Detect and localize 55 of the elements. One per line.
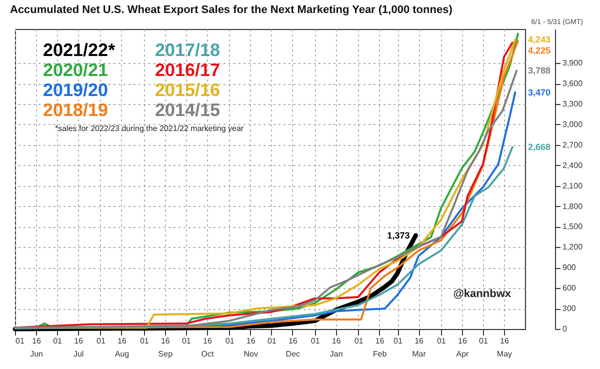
data-label: 3,470 — [528, 87, 551, 98]
data-label: 3,788 — [528, 66, 551, 76]
y-tick-label: 0 — [562, 324, 568, 334]
x-tick-label: 01 — [394, 336, 403, 346]
y-tick-label: 300 — [562, 304, 576, 314]
x-tick-label: 01 — [354, 336, 364, 346]
x-tick-label: 01 — [53, 336, 63, 346]
y-tick-label: 2,400 — [562, 160, 584, 170]
x-tick-label: 16 Oct — [201, 336, 214, 358]
x-tick-label: 16 Jul — [73, 336, 84, 358]
x-tick-label: 01 — [96, 336, 106, 346]
y-tick-label: 1,500 — [562, 222, 584, 232]
x-tick-label: 16 May — [496, 336, 512, 358]
chart-title: Accumulated Net U.S. Wheat Export Sales for the Next Marketing Year (1,000 tonnes) — [10, 4, 453, 16]
text: 2018/19 — [43, 100, 108, 120]
x-tick-label: 16 Jun — [30, 336, 43, 358]
y-tick-label: 2,700 — [562, 140, 584, 150]
x-tick-label: 01 — [182, 336, 192, 346]
x-tick-label: 16 Dec — [286, 336, 300, 358]
text: 2014/15 — [155, 100, 220, 120]
x-tick-label: 01 — [225, 336, 235, 346]
text: 2020/21 — [43, 60, 108, 80]
x-tick-label: 16 Mar — [412, 336, 426, 358]
y-tick-label: 3,000 — [562, 120, 584, 129]
y-tick-label: 3,900 — [562, 58, 584, 68]
text: 2016/17 — [155, 60, 220, 80]
annotation: *sales for 2022/23 during the 2021/22 marketing year — [55, 124, 244, 133]
text: 2017/18 — [155, 40, 220, 60]
x-tick-label: 16 Sep — [158, 336, 174, 358]
data-label: 4,225 — [528, 46, 551, 56]
x-tick-label: 16 Aug — [114, 336, 130, 358]
x-tick-label: 01 — [479, 336, 488, 346]
x-tick-label: 16 Nov — [244, 336, 258, 358]
x-tick-label: 16 Jan — [330, 336, 343, 358]
text: 2019/20 — [43, 80, 108, 100]
x-tick-label: 01 — [16, 336, 25, 346]
x-tick-label: 01 — [310, 336, 320, 346]
y-tick-label: 900 — [562, 263, 576, 272]
text: 2015/16 — [155, 80, 220, 100]
x-tick-label: 01 — [436, 336, 446, 346]
x-tick-label: 01 — [140, 336, 150, 346]
y-tick-label: 600 — [562, 284, 576, 293]
data-label: 2,668 — [528, 142, 551, 152]
annotation: @kannbwx — [453, 288, 512, 300]
x-tick-label: 01 — [267, 336, 277, 346]
data-label: 1,373 — [387, 230, 410, 240]
text: 2021/22* — [43, 40, 116, 60]
x-tick-label: 16 Feb — [372, 336, 388, 358]
y-tick-label: 1,800 — [562, 202, 584, 211]
y-tick-label: 3,600 — [562, 79, 584, 88]
y-tick-label: 2,100 — [562, 181, 584, 190]
y-tick-label: 3,300 — [562, 100, 584, 108]
data-label: 4,243 — [528, 34, 551, 45]
x-tick-label: 16 Apr — [456, 336, 470, 358]
y-tick-label: 1,200 — [562, 242, 584, 252]
